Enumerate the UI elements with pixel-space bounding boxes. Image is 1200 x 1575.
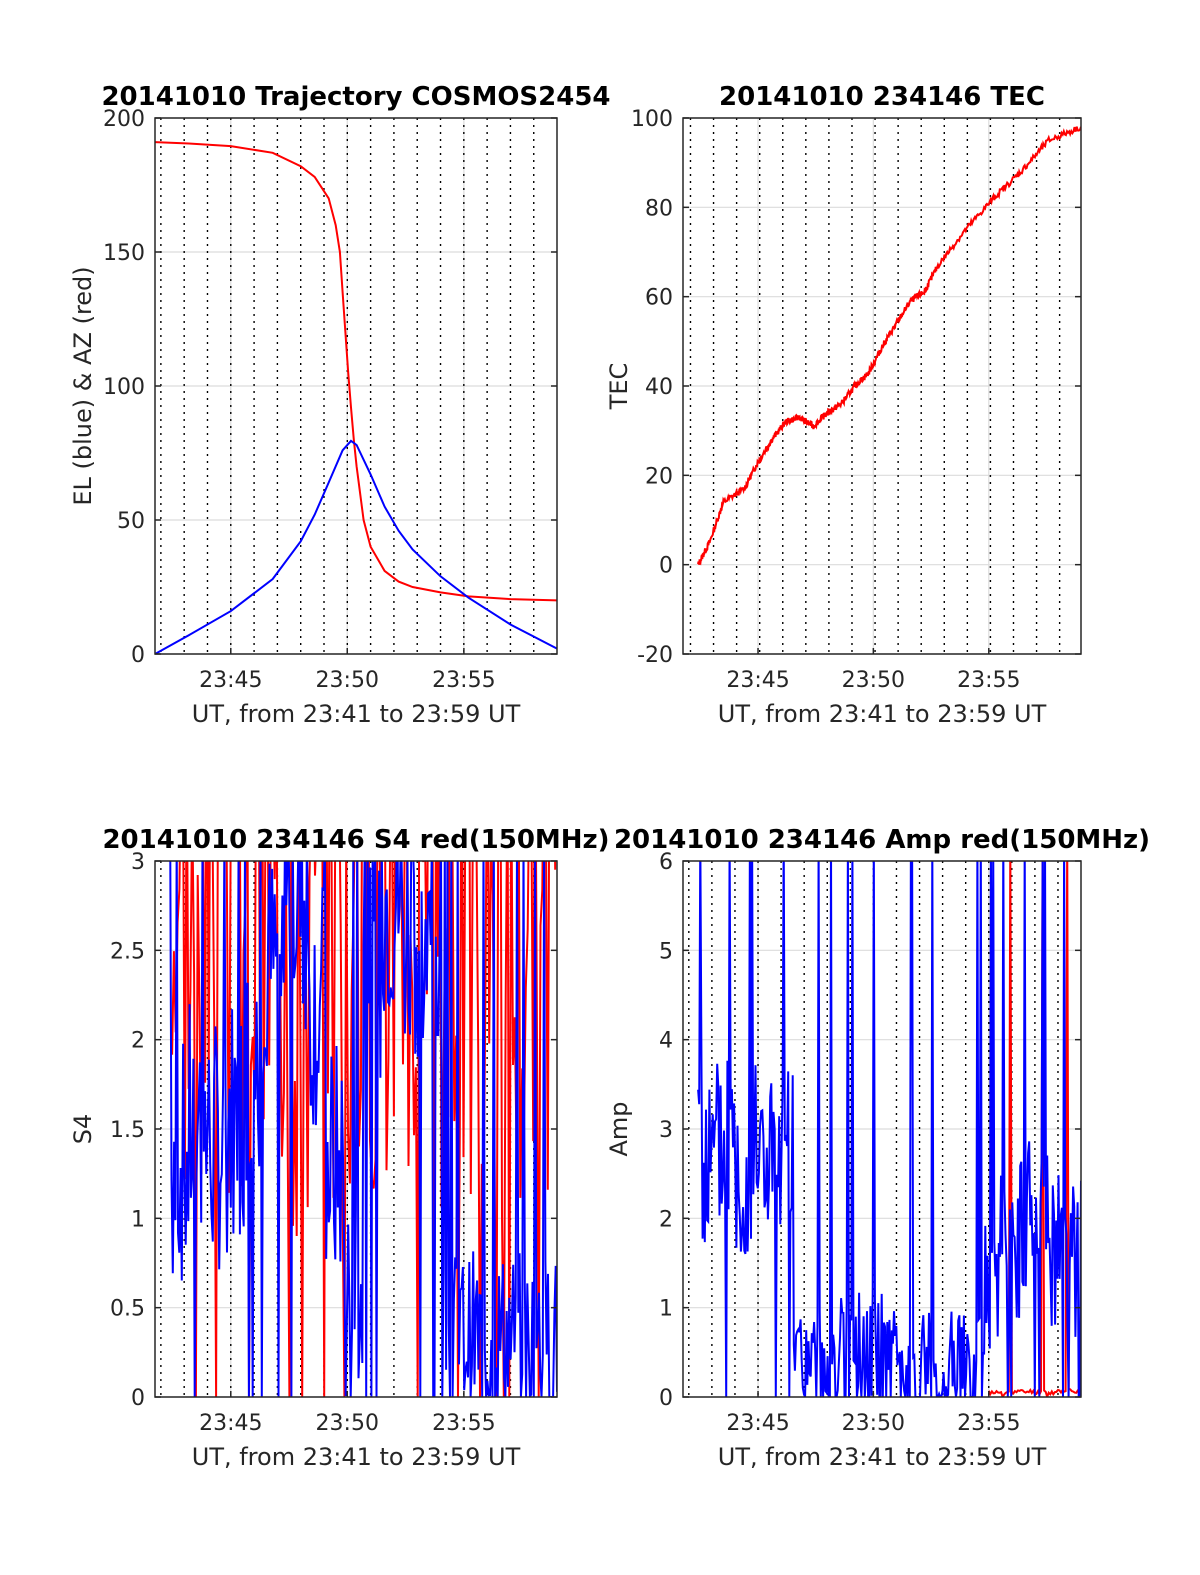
x-tick-label: 23:55 <box>957 668 1020 693</box>
s4-y-label: S4 <box>69 1114 97 1145</box>
x-tick-label: 23:55 <box>957 1411 1020 1436</box>
series-line <box>697 861 1081 1397</box>
trajectory-panel: 0 50 100 150 200 23:45 23:50 23:55 20141010 Traj… <box>69 82 611 728</box>
y-tick-label: 50 <box>117 509 145 534</box>
y-tick-label: 3 <box>131 850 145 875</box>
y-tick-label: 60 <box>645 286 673 311</box>
y-tick-label: 200 <box>103 107 145 132</box>
y-tick-label: 150 <box>103 241 145 266</box>
y-tick-label: 6 <box>659 850 673 875</box>
amp-x-label: UT, from 23:41 to 23:59 UT <box>718 1443 1047 1471</box>
x-tick-label: 23:50 <box>316 1411 379 1436</box>
y-tick-label: 2 <box>131 1029 145 1054</box>
x-tick-label: 23:50 <box>842 1411 905 1436</box>
series-line <box>697 126 1081 566</box>
y-tick-label: 40 <box>645 375 673 400</box>
y-tick-label: 2.5 <box>110 939 145 964</box>
y-tick-label: 100 <box>103 375 145 400</box>
y-tick-label: 4 <box>659 1029 673 1054</box>
x-tick-label: 23:55 <box>432 668 495 693</box>
tec-y-label: TEC <box>605 363 633 411</box>
s4-title: 20141010 234146 S4 red(150MHz) <box>102 825 609 855</box>
y-tick-label: 0.5 <box>110 1297 145 1322</box>
y-tick-label: 1 <box>131 1207 145 1232</box>
trajectory-title: 20141010 Trajectory COSMOS2454 <box>101 82 610 112</box>
series-line <box>155 141 557 602</box>
series-line <box>155 439 557 654</box>
tec-x-label: UT, from 23:41 to 23:59 UT <box>718 700 1047 728</box>
x-tick-label: 23:55 <box>432 1411 495 1436</box>
amp-title: 20141010 234146 Amp red(150MHz) <box>614 825 1150 855</box>
y-tick-label: 5 <box>659 939 673 964</box>
y-tick-label: 80 <box>645 196 673 221</box>
x-tick-label: 23:45 <box>199 668 262 693</box>
y-tick-label: 0 <box>131 643 145 668</box>
y-tick-label: 0 <box>659 1386 673 1411</box>
amp-y-label: Amp <box>605 1101 633 1156</box>
s4-x-label: UT, from 23:41 to 23:59 UT <box>192 1443 521 1471</box>
x-tick-label: 23:50 <box>842 668 905 693</box>
tec-panel: -20 0 20 40 60 80 100 23:45 23:50 23:55 20141010 2… <box>605 82 1082 728</box>
trajectory-y-label: EL (blue) & AZ (red) <box>69 266 97 505</box>
y-tick-label: 0 <box>131 1386 145 1411</box>
y-tick-label: 1 <box>659 1297 673 1322</box>
x-tick-label: 23:50 <box>316 668 379 693</box>
amp-panel: 0 1 2 3 4 5 6 23:45 23:50 23:55 20141010 234146 Am… <box>605 825 1150 1471</box>
y-tick-label: 20 <box>645 464 673 489</box>
y-tick-label: -20 <box>637 643 673 668</box>
y-tick-label: 2 <box>659 1207 673 1232</box>
trajectory-x-label: UT, from 23:41 to 23:59 UT <box>192 700 521 728</box>
x-tick-label: 23:45 <box>199 1411 262 1436</box>
y-tick-label: 0 <box>659 554 673 579</box>
s4-panel: 0 0.5 1 1.5 2 2.5 3 23:45 23:50 23:55 20141010 234… <box>69 825 610 1471</box>
y-tick-label: 100 <box>631 107 673 132</box>
x-tick-label: 23:45 <box>726 668 789 693</box>
y-tick-label: 1.5 <box>110 1118 145 1143</box>
y-tick-label: 3 <box>659 1118 673 1143</box>
series-line <box>169 861 557 1397</box>
tec-title: 20141010 234146 TEC <box>719 82 1045 112</box>
x-tick-label: 23:45 <box>726 1411 789 1436</box>
